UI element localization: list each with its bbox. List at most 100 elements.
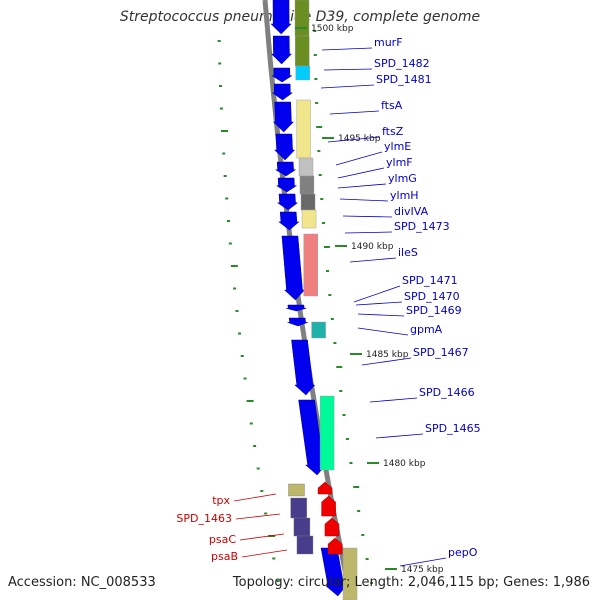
gc-tick: [313, 54, 317, 56]
gc-tick: [228, 242, 232, 245]
forward-gene-arrow: [281, 235, 306, 301]
reverse-gene-arrow: [327, 537, 343, 555]
gene-label: ftsZ: [382, 125, 404, 138]
gene-function-box: [296, 99, 311, 159]
gene-function-box: [342, 547, 358, 600]
forward-gene-arrow: [287, 317, 308, 327]
gene-leader-line: [239, 533, 285, 541]
position-label: 1485 kbp: [366, 350, 409, 360]
gc-tick: [330, 318, 334, 320]
gc-tick: [217, 40, 221, 42]
gene-function-box: [295, 35, 310, 67]
gene-label: ylmH: [390, 189, 419, 202]
gene-label: ylmF: [386, 156, 413, 169]
gene-leader-line: [320, 84, 375, 89]
gene-leader-line: [337, 183, 387, 189]
gc-tick: [336, 366, 343, 368]
forward-gene-arrow: [270, 0, 292, 35]
gc-tick: [318, 174, 322, 176]
reverse-strand-arrows: [288, 481, 343, 555]
forward-gene-arrow: [291, 339, 316, 396]
gene-leader-line: [321, 47, 373, 51]
gc-tick: [253, 445, 257, 447]
gene-label: ylmE: [384, 140, 411, 153]
forward-gene-arrow: [274, 133, 296, 161]
reverse-gene-arrow: [324, 517, 340, 537]
gene-label: SPD_1473: [394, 220, 450, 233]
gene-leader-line: [335, 151, 383, 166]
gc-tick: [345, 438, 349, 440]
gene-label: SPD_1463: [176, 512, 232, 525]
gene-label: pepO: [448, 546, 478, 559]
forward-gene-arrow: [270, 35, 293, 65]
gene-label: SPD_1466: [419, 386, 475, 399]
gene-leader-line: [353, 285, 401, 303]
gene-leader-line: [337, 167, 385, 179]
gene-leader-line: [399, 557, 447, 567]
gene-label: SPD_1482: [374, 57, 430, 70]
gc-tick: [238, 332, 242, 335]
gene-label: ylmG: [388, 172, 417, 185]
forward-gene-labels: murF SPD_1482 SPD_1481 ftsA ftsZ ylmE ylmF ylmG…: [320, 36, 481, 567]
gene-label: SPD_1467: [413, 346, 469, 359]
gc-tick: [264, 512, 268, 515]
gene-function-box: [294, 0, 310, 37]
gene-function-box: [295, 65, 310, 81]
gene-label: SPD_1471: [402, 274, 458, 287]
gene-leader-line: [329, 110, 380, 115]
gc-tick: [246, 400, 254, 402]
accession-text: Accession: NC_008533: [8, 575, 156, 590]
gene-leader-line: [357, 313, 405, 317]
forward-strand-arrows: [270, 0, 347, 597]
gc-tick: [223, 175, 227, 177]
gene-leader-line: [361, 357, 412, 366]
gene-label: ftsA: [381, 99, 403, 112]
gc-tick: [219, 107, 223, 110]
gene-label: SPD_1469: [406, 304, 462, 317]
gc-tick: [272, 557, 276, 560]
gc-tick: [357, 510, 361, 512]
forward-gene-arrow: [276, 193, 299, 211]
gc-tick: [222, 152, 226, 155]
gene-leader-line: [241, 549, 288, 558]
gene-leader-line: [357, 327, 409, 336]
reverse-gene-box: [290, 497, 307, 519]
gene-leader-line: [323, 68, 373, 71]
gene-label: ileS: [398, 246, 418, 259]
reverse-gene-arrow: [321, 495, 336, 517]
gc-tick: [353, 486, 360, 488]
gene-label: SPD_1470: [404, 290, 460, 303]
position-label: 1500 kbp: [311, 24, 354, 34]
gene-label: tpx: [212, 494, 230, 507]
gc-tick: [230, 265, 238, 267]
gene-leader-line: [342, 215, 393, 218]
gene-label: SPD_1481: [376, 73, 432, 86]
gc-tick: [326, 270, 330, 272]
gc-tick: [316, 126, 323, 128]
gene-leader-line: [339, 198, 389, 202]
gc-tick: [218, 62, 222, 65]
gene-leader-line: [349, 257, 397, 263]
gc-tick: [219, 85, 223, 87]
gene-label: psaC: [209, 533, 236, 546]
gc-tick: [365, 558, 369, 560]
forward-gene-arrow: [271, 67, 293, 83]
gene-label: psaB: [211, 550, 238, 563]
gc-tick: [342, 414, 346, 416]
gc-tick: [339, 390, 343, 392]
gc-tick: [225, 197, 229, 200]
gene-label: divIVA: [394, 205, 429, 218]
gene-leader-line: [369, 397, 418, 403]
gene-leader-line: [375, 433, 424, 439]
position-label: 1475 kbp: [401, 565, 444, 575]
reverse-gene-arrow: [317, 481, 333, 495]
gene-label: murF: [374, 36, 403, 49]
gene-leader-line: [344, 231, 393, 234]
topology-text: Topology: circular; Length: 2,046,115 bp…: [232, 575, 590, 590]
gene-function-box: [303, 233, 318, 297]
forward-gene-boxes: [294, 0, 358, 600]
gc-tick: [221, 130, 229, 132]
gc-tick: [240, 355, 244, 357]
gc-tick: [323, 246, 330, 248]
gc-tick: [317, 150, 321, 152]
